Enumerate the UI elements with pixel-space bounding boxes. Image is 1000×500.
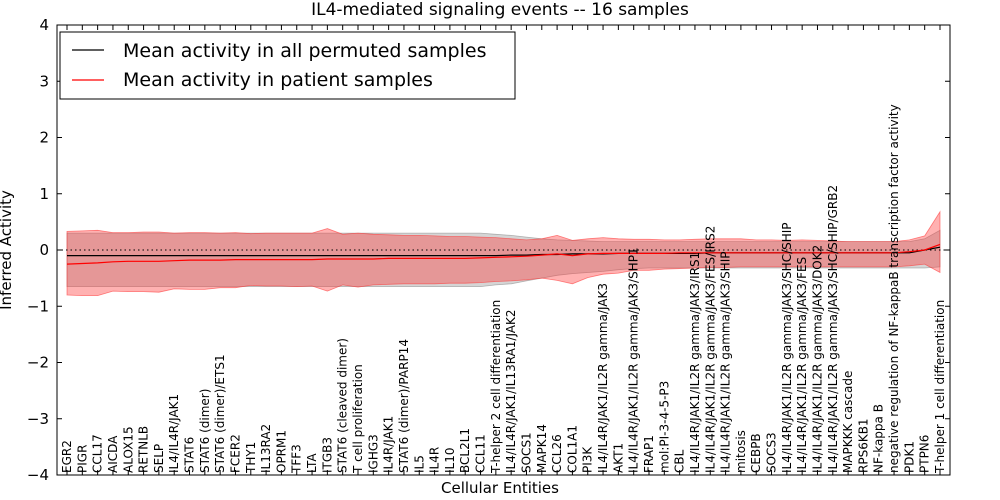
x-tick-label: IL4/IL4R/JAK1/IL2R gamma/JAK3/IRS1: [688, 252, 702, 473]
x-axis-label: Cellular Entities: [441, 479, 559, 497]
legend-label-permuted: Mean activity in all permuted samples: [123, 40, 486, 62]
x-tick-label: RETNLB: [137, 426, 151, 473]
x-tick-label: CBL: [673, 449, 687, 473]
x-tick-label: T-helper 2 cell differentiation: [489, 300, 503, 474]
x-tick-label: IL4/IL4R/JAK1/IL2R gamma/JAK3/SHC/SHIP: [780, 222, 794, 473]
x-tick-label: negative regulation of NF-kappaB transcr…: [887, 104, 901, 473]
x-tick-label: IL13RA2: [259, 424, 273, 473]
y-tick-label: 4: [39, 16, 49, 34]
x-tick-label: IL4R/JAK1: [382, 416, 396, 473]
legend: Mean activity in all permuted samples Me…: [59, 31, 516, 100]
x-tick-label: IGHG3: [366, 434, 380, 473]
x-tick-label: T-helper 1 cell differentiation: [933, 300, 947, 474]
x-tick-label: THY1: [244, 442, 258, 474]
x-tick-label: IL4/IL4R/JAK1/IL2R gamma/JAK3/SHIP: [719, 252, 733, 473]
x-tick-label: NF-kappa B: [872, 404, 886, 473]
x-tick-label: SELP: [152, 444, 166, 473]
x-tick-label: MAPK14: [535, 424, 549, 473]
x-tick-label: IL4R: [428, 447, 442, 473]
x-tick-label: T cell proliferation: [351, 364, 365, 474]
series-lines: [66, 243, 941, 265]
x-tick-label: STAT6 (dimer)/PARP14: [397, 339, 411, 473]
x-tick-label: EGR2: [60, 440, 74, 473]
legend-frame: [59, 31, 516, 100]
x-tick-label: STAT6 (dimer): [198, 389, 212, 473]
x-tick-label: STAT6 (dimer)/ETS1: [213, 354, 227, 473]
x-tick-label: LTA: [305, 453, 319, 473]
x-tick-label: PI3K: [581, 446, 595, 473]
confidence-bands: [66, 210, 941, 296]
x-tick-label: TFF3: [290, 444, 304, 474]
x-tick-label: FRAP1: [642, 435, 656, 473]
chart-title: IL4-mediated signaling events -- 16 samp…: [311, 0, 689, 20]
x-tick-label: PDK1: [902, 441, 916, 473]
x-tick-label: SOCS3: [765, 432, 779, 473]
band-patient: [66, 210, 941, 296]
x-tick-label: OPRM1: [274, 430, 288, 473]
x-tick-label: IL4/IL4R/JAK1/IL2R gamma/JAK3/FES: [795, 257, 809, 473]
x-tick-label: mitosis: [734, 430, 748, 473]
x-tick-label: AICDA: [106, 435, 120, 473]
x-tick-label: SOCS1: [520, 432, 534, 473]
series-line-patient: [66, 243, 941, 265]
x-tick-label: PTPN6: [918, 435, 932, 473]
x-tick-label: STAT6: [183, 437, 197, 473]
x-tick-label: RPS6KB1: [856, 418, 870, 473]
x-tick-label: IL4/IL4R/JAK1/IL2R gamma/JAK3/SHP1: [627, 247, 641, 473]
x-tick-label: CEBPB: [749, 433, 763, 473]
x-axis: EGR2 PIGR CCL17 AICDA ALOX15 RETNLB SELP IL4/IL…: [60, 25, 947, 475]
x-tick-label: COL1A1: [565, 425, 579, 473]
x-tick-label: ALOX15: [121, 426, 135, 473]
y-axis: −4 −3 −2 −1 0 1 2 3 4: [27, 16, 950, 484]
x-tick-label: FCER2: [229, 434, 243, 473]
legend-label-patient: Mean activity in patient samples: [123, 69, 433, 91]
x-tick-label: CCL17: [91, 434, 105, 473]
y-axis-label: Inferred Activity: [0, 190, 15, 310]
x-tick-label: IL4/IL4R/JAK1/IL13RA1/JAK2: [504, 310, 518, 474]
x-tick-label: AKT1: [611, 443, 625, 473]
x-tick-label: IL4/IL4R/JAK1/IL2R gamma/JAK3/SHC/SHIP/G…: [826, 185, 840, 473]
y-tick-label: −4: [27, 466, 49, 484]
x-tick-label: BCL2L1: [458, 428, 472, 473]
x-tick-label: CCL26: [550, 434, 564, 473]
x-tick-label: PIGR: [75, 445, 89, 473]
x-tick-label: mol:PI-3-4-5-P3: [657, 381, 671, 473]
y-tick-label: −1: [27, 297, 49, 315]
x-tick-label: IL4/IL4R/JAK1/IL2R gamma/JAK3/DOK2: [811, 245, 825, 473]
x-tick-label: IL4/IL4R/JAK1/IL2R gamma/JAK3/FES/IRS2: [703, 226, 717, 473]
x-tick-label: STAT6 (cleaved dimer): [336, 338, 350, 473]
x-tick-label: IL5: [412, 455, 426, 473]
y-tick-label: 2: [39, 129, 49, 147]
y-tick-label: −2: [27, 354, 49, 372]
y-tick-label: −3: [27, 410, 49, 428]
y-tick-label: 3: [39, 72, 49, 90]
x-tick-label: MAPKKK cascade: [841, 371, 855, 473]
y-tick-label: 1: [39, 185, 49, 203]
x-tick-label: IL10: [443, 448, 457, 474]
x-tick-label: IL4/IL4R/JAK1/IL2R gamma/JAK3: [596, 283, 610, 473]
x-tick-label: ITGB3: [320, 437, 334, 473]
y-tick-label: 0: [39, 241, 49, 259]
x-tick-label: IL4/IL4R/JAK1: [167, 394, 181, 473]
x-tick-label: CCL11: [474, 434, 488, 473]
